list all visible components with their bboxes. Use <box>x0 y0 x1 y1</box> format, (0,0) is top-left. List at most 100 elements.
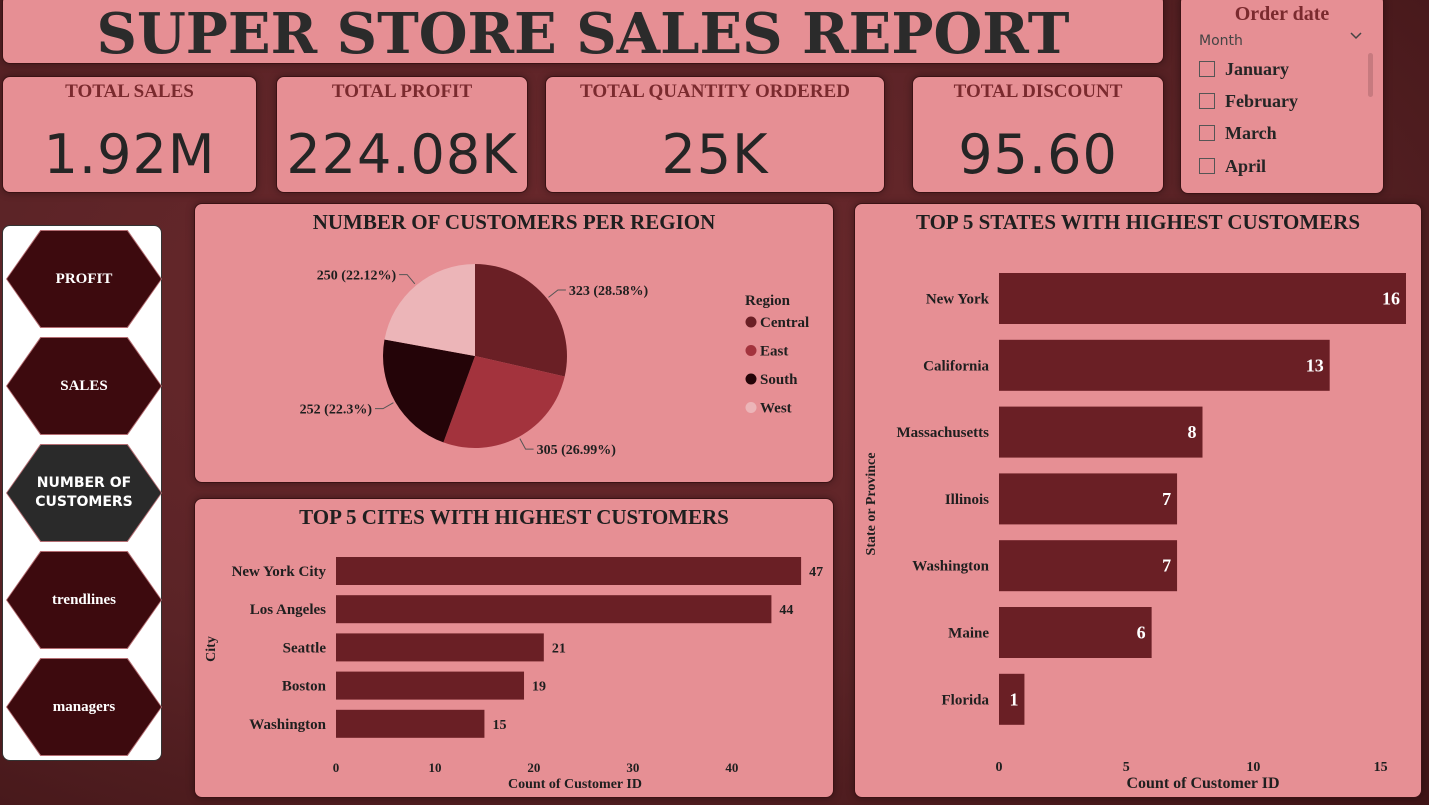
data-label: 47 <box>809 565 823 580</box>
pie-slice-west[interactable] <box>384 264 475 356</box>
nav-button-profit[interactable]: PROFIT <box>7 231 161 327</box>
legend-label: Central <box>760 315 809 331</box>
data-label: 13 <box>1306 355 1324 375</box>
order-date-slicer: Order date Month January February March … <box>1180 0 1384 194</box>
slicer-option-label: February <box>1225 90 1298 111</box>
legend-marker <box>745 345 757 356</box>
bar[interactable] <box>999 473 1178 525</box>
category-label: Los Angeles <box>250 602 326 618</box>
kpi-label: TOTAL QUANTITY ORDERED <box>580 81 850 102</box>
nav-button-sales[interactable]: SALES <box>7 338 161 434</box>
checkbox[interactable] <box>1199 93 1215 109</box>
nav-button-label-line2: CUSTOMERS <box>35 494 133 510</box>
data-label: 7 <box>1162 556 1171 576</box>
category-label: Massachusetts <box>897 425 990 441</box>
data-label: 8 <box>1188 422 1197 442</box>
kpi-value: 25K <box>661 123 769 186</box>
x-tick-label: 30 <box>626 760 639 775</box>
bar[interactable] <box>336 633 544 662</box>
bar[interactable] <box>336 709 485 738</box>
customers-per-region-chart: NUMBER OF CUSTOMERS PER REGION 323 (28.5… <box>194 203 834 483</box>
y-axis-label: State or Province <box>864 453 879 556</box>
nav-button-label: managers <box>52 698 116 715</box>
category-label: New York City <box>232 564 327 580</box>
bar[interactable] <box>336 671 525 700</box>
nav-button-label: NUMBER OF CUSTOMERS <box>35 474 133 512</box>
slicer-title: Order date <box>1234 3 1330 25</box>
bar[interactable] <box>999 339 1330 391</box>
legend-marker <box>745 316 757 328</box>
data-label: 21 <box>552 641 566 656</box>
category-label: Maine <box>948 626 989 642</box>
top-states-chart: TOP 5 STATES WITH HIGHEST CUSTOMERS Stat… <box>854 203 1422 798</box>
kpi-label: TOTAL DISCOUNT <box>953 81 1123 102</box>
pie-data-label: 305 (26.99%) <box>537 443 617 458</box>
report-title: SUPER STORE SALES REPORT <box>96 1 1070 67</box>
slicer-field-label: Month <box>1199 33 1243 49</box>
pie-leader-line <box>399 274 416 285</box>
pie-slice-south[interactable] <box>383 339 475 443</box>
kpi-value: 95.60 <box>958 123 1118 186</box>
slicer-scrollbar[interactable] <box>1368 53 1373 97</box>
nav-button-label: trendlines <box>52 591 116 608</box>
data-label: 7 <box>1162 489 1171 509</box>
pie-slice-central[interactable] <box>475 264 567 377</box>
nav-button-label-line1: NUMBER OF <box>36 475 132 491</box>
bar[interactable] <box>999 673 1025 725</box>
slicer-option-april[interactable]: April <box>1199 153 1266 179</box>
category-label: New York <box>926 292 990 308</box>
chart-title: TOP 5 CITES WITH HIGHEST CUSTOMERS <box>299 505 729 529</box>
kpi-label: TOTAL SALES <box>65 81 194 102</box>
pie-slice-east[interactable] <box>443 356 565 448</box>
nav-button-managers[interactable]: managers <box>7 659 161 755</box>
category-label: Washington <box>912 559 989 575</box>
pie-leader-line <box>375 402 394 410</box>
slicer-option-label: March <box>1225 122 1277 143</box>
slicer-option-february[interactable]: February <box>1199 88 1298 114</box>
state-bar-chart: State or Province Count of Customer ID N… <box>864 273 1406 792</box>
x-tick-label: 10 <box>1246 760 1260 775</box>
legend-marker <box>745 402 757 413</box>
legend-label: South <box>760 372 798 388</box>
bar[interactable] <box>999 607 1152 658</box>
pie-leader-line <box>519 438 534 450</box>
title-banner: SUPER STORE SALES REPORT <box>2 0 1164 67</box>
slicer-option-march[interactable]: March <box>1199 120 1277 146</box>
data-label: 16 <box>1382 289 1400 309</box>
pie-chart: 323 (28.58%) 305 (26.99%) 252 (22.3%) 250 (… <box>300 264 809 458</box>
nav-button-label: PROFIT <box>55 270 113 287</box>
checkbox[interactable] <box>1199 61 1215 77</box>
x-axis-label: Count of Customer ID <box>508 777 642 792</box>
pie-data-label: 252 (22.3%) <box>300 403 373 418</box>
bar[interactable] <box>999 273 1406 324</box>
data-label: 1 <box>1009 689 1018 709</box>
bar[interactable] <box>999 406 1203 458</box>
top-cities-chart: TOP 5 CITES WITH HIGHEST CUSTOMERS City … <box>194 498 834 798</box>
nav-button-trendlines[interactable]: trendlines <box>7 552 161 648</box>
y-axis-label: City <box>204 636 219 662</box>
category-label: Florida <box>942 692 990 708</box>
bar[interactable] <box>999 540 1178 592</box>
pie-leader-line <box>548 289 566 298</box>
x-tick-label: 40 <box>725 760 738 775</box>
bar[interactable] <box>336 595 772 624</box>
category-label: California <box>923 358 989 374</box>
legend-label: West <box>760 401 792 417</box>
nav-button-number-of-customers[interactable]: NUMBER OF CUSTOMERS <box>7 445 161 541</box>
x-tick-label: 0 <box>996 760 1003 775</box>
bar[interactable] <box>336 557 802 585</box>
category-label: Washington <box>249 717 326 733</box>
chart-title: NUMBER OF CUSTOMERS PER REGION <box>312 210 716 234</box>
checkbox[interactable] <box>1199 125 1215 141</box>
chart-title: TOP 5 STATES WITH HIGHEST CUSTOMERS <box>915 210 1361 234</box>
data-label: 15 <box>492 718 506 733</box>
nav-panel: PROFIT SALES NUMBER OF CUSTOMERS trendlin… <box>2 225 162 761</box>
x-axis-label: Count of Customer ID <box>1126 775 1279 792</box>
pie-data-label: 250 (22.12%) <box>317 269 397 284</box>
checkbox[interactable] <box>1199 158 1215 174</box>
data-label: 6 <box>1137 623 1146 643</box>
kpi-card-total-quantity: TOTAL QUANTITY ORDERED 25K <box>545 76 885 193</box>
chevron-down-icon[interactable] <box>1349 29 1363 45</box>
slicer-option-january[interactable]: January <box>1199 56 1289 82</box>
kpi-label: TOTAL PROFIT <box>331 81 473 102</box>
